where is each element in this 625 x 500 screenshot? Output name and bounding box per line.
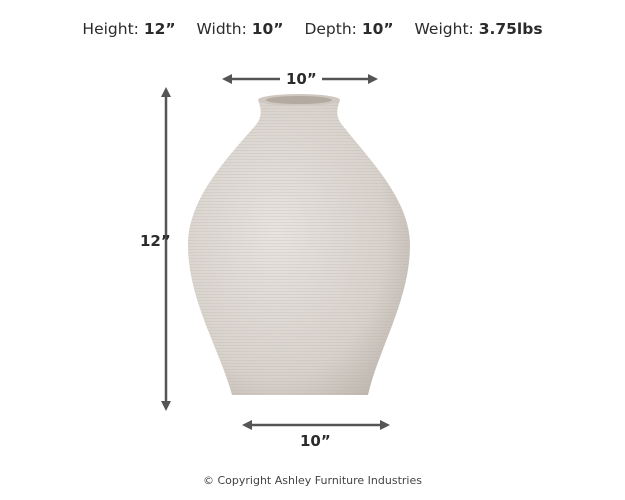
copyright-text: © Copyright Ashley Furniture Industries [203, 474, 422, 487]
bottom-width-arrow [242, 420, 390, 430]
spec-height: Height: 12” [82, 20, 176, 38]
spec-depth: Depth: 10” [304, 20, 394, 38]
spec-bar: Height: 12” Width: 10” Depth: 10” Weight… [0, 20, 625, 38]
spec-width: Width: 10” [196, 20, 284, 38]
height-label: 12” [140, 232, 171, 250]
spec-weight: Weight: 3.75lbs [414, 20, 543, 38]
height-arrow [161, 87, 171, 411]
bottom-width-label: 10” [300, 432, 331, 450]
top-width-arrow [222, 74, 378, 84]
vase-image [188, 94, 410, 395]
top-width-label: 10” [286, 70, 317, 88]
